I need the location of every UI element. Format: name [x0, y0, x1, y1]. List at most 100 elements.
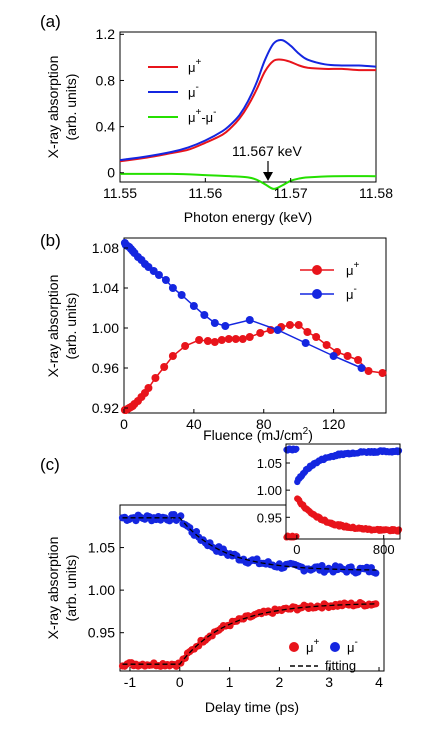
panel-b-data-point [273, 326, 282, 334]
panel-a-x-tick-label: 11.56 [188, 185, 222, 201]
panel-a-y-tick-label: 0 [107, 165, 115, 181]
panel-b-data-point [312, 333, 321, 341]
panel-c-data-point [318, 562, 326, 570]
legend-c-swatch-mu-minus [330, 642, 340, 652]
panel-b-data-point [301, 339, 310, 347]
panel-c-inset: 0 800 0.95 1.00 1.05 [257, 443, 403, 557]
panel-b-data-point [189, 302, 198, 310]
panel-b-data-point [168, 352, 177, 360]
panel-b-data-point [303, 328, 312, 336]
panel-a-legend: μ+ μ- μ+-μ- [148, 57, 217, 125]
panel-c-legend: μ+ μ- fitting [289, 637, 358, 673]
panel-c-data-point [165, 517, 174, 525]
panel-b-data-point [224, 335, 233, 343]
panel-b-data-point [161, 276, 170, 284]
panel-c-x-tick-label: 3 [325, 674, 333, 690]
panel-b-legend: μ+ μ- [300, 260, 360, 302]
panel-c-frame [119, 504, 385, 672]
legend-b-swatch-mu-minus-marker [312, 289, 322, 299]
panel-c-x-tick-label: 4 [375, 674, 383, 690]
inset-ticks: 0 800 0.95 1.00 1.05 [257, 456, 395, 557]
panel-b-data-point [195, 336, 204, 344]
panel-b-data-point [151, 374, 160, 382]
panel-b-data-point [144, 384, 153, 392]
panel-b-data-point [343, 352, 352, 360]
panel-c-y-tick-label: 1.05 [88, 539, 115, 555]
panel-b-data-point [221, 322, 230, 330]
panel-c-x-axis-label: Delay time (ps) [205, 699, 299, 715]
panel-b-data-point [354, 356, 363, 364]
panel-b-data-point [322, 341, 331, 349]
panel-a-ticks: 11.55 11.56 11.57 11.58 0 0.4 0.8 1.2 [96, 26, 394, 201]
panel-b-y-tick-label: 1.04 [92, 280, 119, 296]
panel-b-data-point [168, 284, 177, 292]
inset-x-tick-label: 0 [293, 542, 300, 557]
legend-c-swatch-mu-plus [289, 642, 299, 652]
panel-b-data-point [378, 369, 387, 377]
panel-c-y-tick-label: 0.95 [88, 625, 115, 641]
panel-b-data-point [160, 363, 169, 371]
legend-b-label-mu-plus: μ+ [346, 260, 360, 278]
panel-b-plot-area [120, 239, 387, 414]
panel-b-data-point [245, 333, 254, 341]
panel-b-data-point [177, 291, 186, 299]
panel-c-x-tick-label: 1 [226, 674, 234, 690]
panel-a-series-line-0 [119, 58, 377, 163]
panel-a-label: (a) [40, 12, 61, 31]
panel-c-fit-line [122, 517, 377, 571]
panel-b-data-point [210, 319, 219, 327]
panel-b-data-point [256, 329, 265, 337]
panel-b-data-point [357, 364, 366, 372]
panel-a-series-line-2 [119, 172, 377, 190]
legend-a-label-mu-plus: μ+ [188, 57, 202, 75]
panel-b-x-tick-label: 80 [256, 416, 272, 432]
panel-b-data-point [203, 337, 212, 345]
legend-b-label-mu-minus: μ- [346, 284, 357, 302]
panel-b-label: (b) [40, 231, 61, 250]
legend-a-label-difference: μ+-μ- [188, 107, 217, 125]
legend-c-label-mu-minus: μ- [347, 637, 358, 655]
panel-b-data-point [245, 316, 254, 324]
panel-c-x-tick-label: -1 [124, 674, 137, 690]
inset-y-tick-label: 1.00 [257, 483, 282, 498]
panel-c-label: (c) [40, 455, 60, 474]
panel-b-data-point [217, 336, 226, 344]
panel-c-y-tick-label: 1.00 [88, 582, 115, 598]
panel-b-data-point [200, 311, 209, 319]
panel-c-y-axis-label-line2: (arb. units) [63, 555, 79, 622]
panel-a-x-tick-label: 11.58 [359, 185, 393, 201]
panel-c-plot-area [118, 510, 380, 670]
panel-c-fit-line [122, 603, 377, 665]
inset-data-point [293, 533, 300, 540]
panel-b-ticks: 0 40 80 120 0.92 0.96 1.00 1.04 1.08 [92, 240, 346, 432]
inset-data-point [395, 447, 403, 454]
panel-a-y-axis-label-line1: X-ray absorption [45, 56, 61, 159]
panel-b-data-point [364, 367, 373, 375]
panel-b-data-point [231, 335, 240, 343]
panel-c-x-tick-label: 0 [176, 674, 184, 690]
panel-b-y-axis-label-line2: (arb. units) [63, 293, 79, 360]
panel-b-y-tick-label: 0.96 [92, 360, 119, 376]
panel-a-x-tick-label: 11.57 [274, 185, 308, 201]
panel-b-data-point [210, 338, 219, 346]
panel-c-data-point [372, 600, 380, 608]
panel-a-plot-area [119, 39, 377, 190]
panel-a-x-tick-label: 11.55 [103, 185, 137, 201]
panel-c-data-point [192, 528, 201, 536]
panel-b-y-tick-label: 1.08 [92, 240, 119, 256]
inset-y-tick-label: 1.05 [257, 456, 282, 471]
panel-c-ticks: -1 0 1 2 3 4 0.95 1.00 1.05 [88, 539, 383, 690]
panel-c-x-tick-label: 2 [275, 674, 283, 690]
inset-data-point [293, 445, 300, 453]
panel-a: (a) 11.55 11.56 11.57 11.58 0 0.4 0.8 1.2 Photo… [40, 12, 393, 225]
panel-b-x-tick-label: 0 [120, 416, 128, 432]
panel-a-y-tick-label: 0.8 [96, 72, 116, 88]
panel-b-y-tick-label: 0.92 [92, 400, 119, 416]
panel-a-x-axis-label: Photon energy (keV) [184, 209, 312, 225]
panel-c: (c) -1 0 1 2 3 40.951.001.05 Delay time (ps) … [40, 443, 403, 715]
inset-data-point [395, 526, 403, 533]
inset-y-tick-label: 0.95 [257, 510, 282, 525]
panel-b-series-line-1 [124, 242, 362, 369]
panel-a-annotation: 11.567 keV [232, 143, 302, 159]
